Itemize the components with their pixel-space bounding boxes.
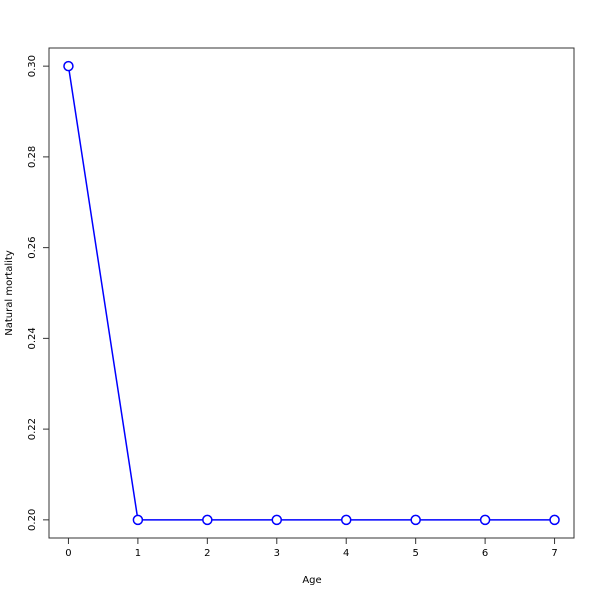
x-tick-label: 0 bbox=[65, 548, 71, 559]
data-point bbox=[202, 514, 213, 526]
data-point bbox=[132, 514, 144, 526]
data-point bbox=[340, 514, 352, 526]
data-point bbox=[63, 60, 74, 72]
plot-frame bbox=[48, 47, 575, 539]
data-point bbox=[549, 514, 560, 526]
x-axis-label: Age bbox=[302, 575, 321, 586]
data-point bbox=[410, 514, 421, 526]
x-axis: 0 1 2 3 4 5 6 7 bbox=[65, 537, 558, 559]
x-tick-label: 4 bbox=[343, 548, 349, 559]
y-tick-label: 0.30 bbox=[27, 55, 38, 77]
y-axis: 0.20 0.22 0.24 0.26 0.28 0.30 bbox=[27, 55, 50, 531]
series bbox=[63, 60, 560, 526]
y-tick-label: 0.24 bbox=[27, 327, 38, 349]
y-tick-label: 0.28 bbox=[27, 146, 38, 168]
x-tick-label: 6 bbox=[482, 548, 488, 559]
y-tick-label: 0.20 bbox=[27, 509, 38, 531]
data-point bbox=[479, 514, 491, 526]
data-point bbox=[271, 514, 283, 526]
x-tick-label: 3 bbox=[274, 548, 280, 559]
series-line bbox=[67, 66, 555, 521]
x-tick-label: 7 bbox=[551, 548, 557, 559]
y-tick-label: 0.26 bbox=[27, 236, 38, 258]
y-tick-label: 0.22 bbox=[27, 418, 38, 440]
x-tick-label: 2 bbox=[204, 548, 210, 559]
x-tick-label: 5 bbox=[412, 548, 418, 559]
y-axis-label: Natural mortality bbox=[4, 250, 15, 336]
x-tick-label: 1 bbox=[135, 548, 141, 559]
